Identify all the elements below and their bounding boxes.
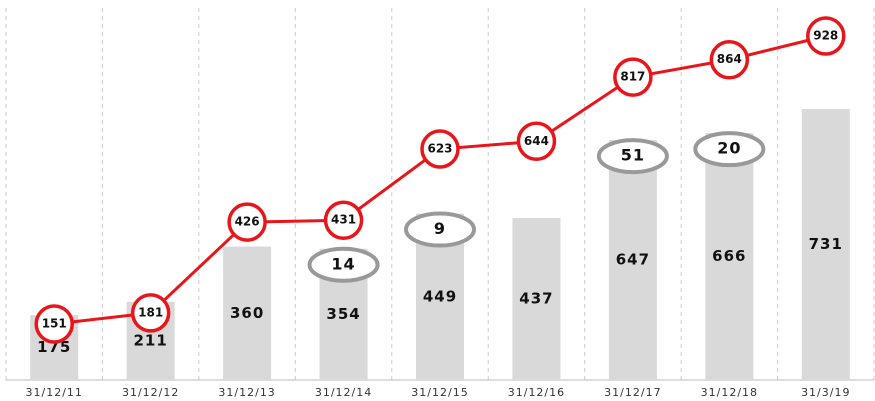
x-tick-label: 31/12/15: [411, 386, 468, 399]
annotation-bubble: [404, 211, 476, 248]
bar-label: 175: [37, 338, 71, 356]
bar-label: 354: [326, 305, 360, 323]
x-tick-label: 31/12/16: [508, 386, 565, 399]
line-point: [34, 304, 74, 344]
bar: [512, 218, 561, 380]
line-point: [806, 16, 846, 56]
annotation-text: 51: [621, 146, 645, 165]
point-label: 644: [524, 134, 549, 148]
point-label: 817: [620, 70, 645, 84]
x-tick-label: 31/12/13: [218, 386, 275, 399]
bar: [705, 133, 754, 380]
bar-label: 211: [134, 331, 168, 349]
line-point: [130, 293, 171, 333]
bar-label: 647: [616, 251, 650, 269]
point-label: 928: [813, 29, 838, 43]
bar-label: 437: [519, 290, 553, 308]
line-point: [420, 129, 460, 169]
point-label: 623: [427, 142, 452, 156]
line-point: [516, 121, 557, 162]
bar: [223, 246, 272, 380]
annotation-text: 20: [717, 139, 741, 158]
point-label: 431: [331, 213, 356, 227]
bar-label: 731: [809, 235, 843, 253]
annotation-bubble: [307, 246, 380, 283]
bar-label: 449: [423, 287, 457, 305]
bar: [801, 109, 850, 380]
bar-label: 360: [230, 304, 264, 322]
line-point: [613, 57, 653, 97]
annotation-text: 9: [434, 219, 446, 238]
annotation-text: 14: [331, 254, 355, 273]
line-point: [323, 200, 364, 240]
line-point: [227, 202, 267, 242]
line-point: [709, 39, 750, 80]
point-label: 426: [235, 215, 260, 229]
x-tick-label: 31/12/18: [701, 386, 758, 399]
x-tick-label: 31/12/11: [26, 386, 83, 399]
bar-label: 666: [712, 247, 746, 265]
annotation-bubble: [596, 138, 669, 175]
point-label: 151: [42, 317, 67, 331]
point-label: 864: [717, 52, 742, 66]
point-label: 181: [138, 305, 163, 319]
bar: [608, 140, 657, 380]
x-tick-label: 31/3/19: [801, 386, 850, 399]
x-tick-label: 31/12/17: [604, 386, 661, 399]
x-tick-label: 31/12/12: [122, 386, 179, 399]
x-tick-label: 31/12/14: [315, 386, 372, 399]
annotation-bubble: [693, 131, 766, 168]
